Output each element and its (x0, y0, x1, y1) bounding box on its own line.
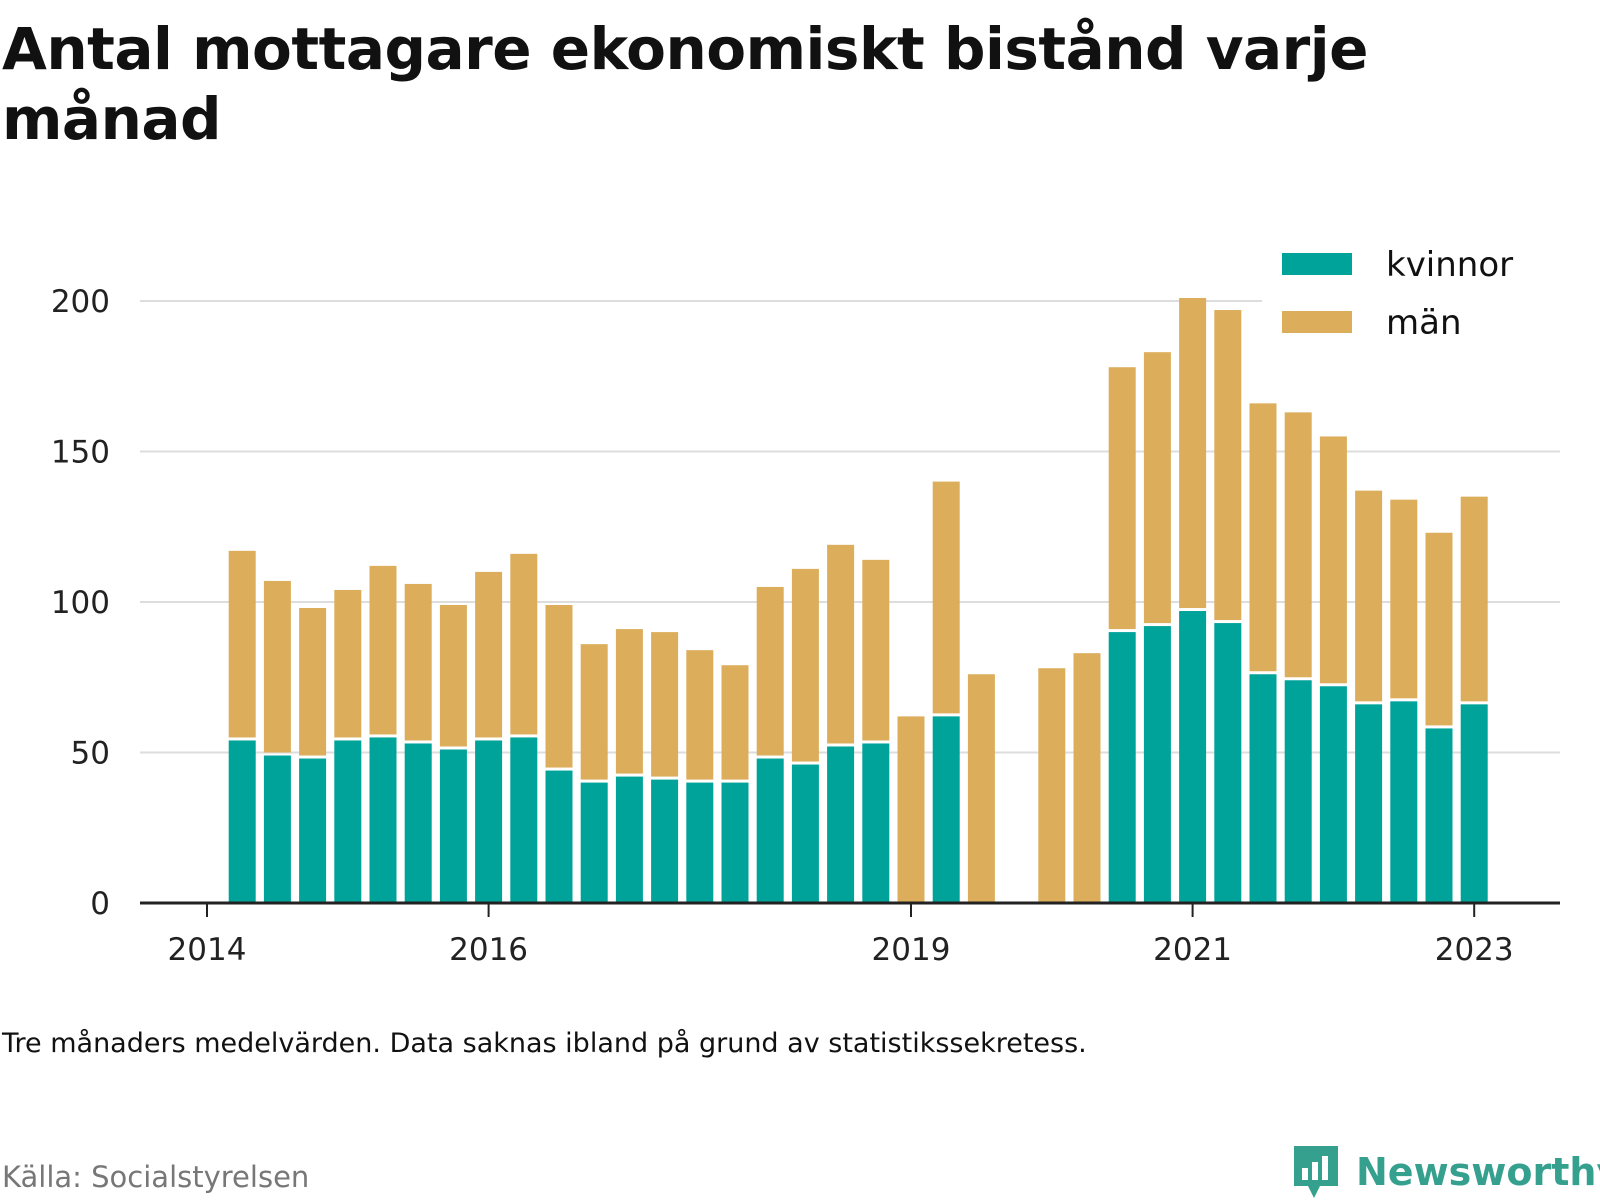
bar-kvinnor (580, 782, 608, 903)
bar-kvinnor (404, 743, 432, 903)
bar-kvinnor (299, 758, 327, 903)
bar-man (1425, 532, 1453, 726)
legend-swatch (1282, 253, 1352, 275)
bar-man (299, 608, 327, 756)
newsworthy-logo-icon (1294, 1146, 1338, 1198)
bar-man (1108, 367, 1136, 630)
chart-note: Tre månaders medelvärden. Data saknas ib… (2, 1028, 1087, 1059)
legend-label: män (1386, 303, 1462, 343)
x-tick-label: 2019 (872, 932, 951, 968)
source-label: Källa: Socialstyrelsen (2, 1160, 310, 1194)
bar-man (615, 629, 643, 774)
bar-man (334, 589, 362, 738)
bar-kvinnor (369, 737, 397, 903)
bar-kvinnor (1108, 632, 1136, 903)
bar-man (827, 544, 855, 744)
bar-kvinnor (334, 740, 362, 903)
bar-man (510, 553, 538, 735)
bar-man (967, 674, 995, 903)
y-axis: 0 50 100 150 200 (51, 284, 110, 922)
y-tick-label: 200 (51, 284, 110, 320)
y-tick-label: 150 (51, 435, 110, 471)
bar-man (932, 481, 960, 714)
bar-man (545, 605, 573, 768)
x-tick-label: 2023 (1435, 932, 1514, 968)
bar-kvinnor (615, 776, 643, 903)
bar-man (1319, 436, 1347, 684)
bar-kvinnor (791, 764, 819, 903)
bar-man (791, 568, 819, 762)
bar-kvinnor (1460, 704, 1488, 903)
bar-kvinnor (1249, 674, 1277, 903)
bar-man (686, 650, 714, 780)
bar-man (263, 580, 291, 753)
bar-kvinnor (651, 779, 679, 903)
bar-man (369, 565, 397, 735)
bar-kvinnor (1143, 626, 1171, 903)
bar-kvinnor (1425, 728, 1453, 903)
bars (228, 297, 1488, 903)
bar-kvinnor (439, 749, 467, 903)
bar-kvinnor (1179, 611, 1207, 903)
bar-kvinnor (475, 740, 503, 903)
legend: kvinnor män (1262, 238, 1562, 346)
y-tick-label: 0 (90, 886, 110, 922)
bar-man (1460, 496, 1488, 702)
bar-man (651, 632, 679, 777)
legend-swatch (1282, 311, 1352, 333)
bar-kvinnor (1284, 680, 1312, 903)
bar-man (1179, 297, 1207, 609)
bar-kvinnor (1319, 686, 1347, 903)
bar-kvinnor (721, 782, 749, 903)
bar-man (1143, 352, 1171, 624)
bar-man (1249, 403, 1277, 672)
brand: Newsworthy (1290, 1140, 1600, 1204)
bar-kvinnor (1214, 623, 1242, 903)
bar-man (1390, 499, 1418, 699)
bar-kvinnor (932, 716, 960, 903)
bar-kvinnor (228, 740, 256, 903)
bar-kvinnor (545, 770, 573, 903)
bar-man (475, 571, 503, 738)
bar-man (1038, 668, 1066, 903)
x-tick-label: 2016 (449, 932, 528, 968)
chart-title: Antal mottagare ekonomiskt bistånd varje… (2, 15, 1369, 153)
bar-man (1214, 310, 1242, 621)
bar-man (580, 644, 608, 780)
bar-man (439, 605, 467, 747)
bar-kvinnor (827, 746, 855, 903)
bar-man (1073, 653, 1101, 903)
bar-kvinnor (1390, 701, 1418, 903)
legend-label: kvinnor (1386, 245, 1513, 285)
bar-kvinnor (510, 737, 538, 903)
bar-kvinnor (862, 743, 890, 903)
bar-man (1284, 412, 1312, 678)
x-axis: 2014 2016 2019 2021 2023 (168, 903, 1514, 968)
bar-kvinnor (686, 782, 714, 903)
x-tick-label: 2021 (1153, 932, 1232, 968)
y-tick-label: 100 (51, 585, 110, 621)
brand-name: Newsworthy (1356, 1150, 1600, 1194)
bar-man (228, 550, 256, 738)
stacked-bar-chart: 0 50 100 150 200 2014 2016 2019 2021 2023 kvinno… (50, 238, 1562, 968)
bar-man (897, 716, 925, 903)
bar-man (1355, 490, 1383, 702)
bar-man (756, 586, 784, 756)
bar-man (862, 559, 890, 741)
bar-kvinnor (756, 758, 784, 903)
bar-kvinnor (1355, 704, 1383, 903)
bar-man (721, 665, 749, 780)
y-tick-label: 50 (71, 736, 110, 772)
x-tick-label: 2014 (168, 932, 247, 968)
bar-kvinnor (263, 755, 291, 903)
bar-man (404, 583, 432, 741)
